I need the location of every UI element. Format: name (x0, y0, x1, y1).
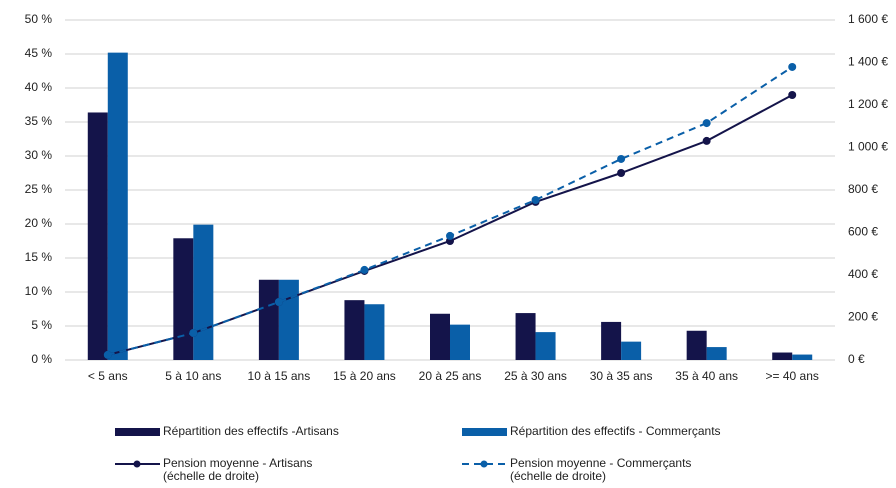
bar (772, 352, 793, 360)
line-marker (446, 231, 454, 240)
x-tick-label: 25 à 30 ans (504, 369, 567, 383)
line-marker (103, 350, 112, 359)
bar (278, 279, 299, 360)
x-tick-label: 15 à 20 ans (333, 369, 396, 383)
x-tick-label: < 5 ans (88, 369, 128, 383)
bar (193, 224, 214, 360)
bar (173, 238, 194, 360)
bar (621, 341, 642, 360)
y-tick-label: 45 % (25, 46, 53, 60)
x-tick-label: >= 40 ans (766, 369, 819, 383)
legend-swatch (115, 428, 160, 436)
line-marker (788, 91, 797, 100)
y2-tick-label: 600 € (848, 225, 878, 239)
y-tick-label: 40 % (25, 80, 53, 94)
x-tick-label: 30 à 35 ans (590, 369, 653, 383)
bar (686, 330, 707, 360)
bar (601, 321, 622, 360)
line-marker (702, 136, 711, 145)
bar (515, 313, 536, 360)
y2-tick-label: 800 € (848, 182, 878, 196)
legend-swatch (462, 428, 507, 436)
y-tick-label: 20 % (25, 216, 53, 230)
y2-tick-label: 1 200 € (848, 97, 888, 111)
bar (344, 300, 365, 360)
y-tick-label: 50 % (25, 12, 53, 26)
line-marker (617, 169, 626, 177)
y2-tick-label: 200 € (848, 310, 878, 324)
y-tick-label: 5 % (31, 318, 52, 332)
bar (450, 324, 470, 360)
x-tick-label: 10 à 15 ans (248, 369, 311, 383)
line-marker (617, 154, 626, 163)
y2-tick-label: 1 600 € (848, 12, 888, 26)
bar (792, 354, 813, 360)
line-marker (531, 195, 540, 204)
bar (535, 332, 556, 360)
legend-label: Répartition des effectifs -Artisans (163, 424, 339, 438)
bar (706, 347, 727, 360)
y2-tick-label: 1 000 € (848, 140, 888, 154)
legend-marker (133, 460, 141, 468)
y2-tick-label: 1 400 € (848, 55, 888, 69)
x-tick-label: 35 à 40 ans (675, 369, 738, 383)
x-tick-label: 20 à 25 ans (419, 369, 482, 383)
y-tick-label: 10 % (25, 284, 53, 298)
bar (87, 112, 108, 360)
y-tick-label: 25 % (25, 182, 53, 196)
y2-tick-label: 0 € (848, 352, 865, 366)
bar (364, 304, 385, 360)
y-tick-label: 15 % (25, 250, 53, 264)
line-marker (360, 265, 369, 274)
bar (107, 52, 128, 360)
legend-label: Pension moyenne - Commerçants (échelle d… (510, 456, 692, 483)
legend-marker (480, 460, 488, 468)
line-marker (702, 119, 711, 128)
line-marker (189, 329, 198, 338)
legend-label: Répartition des effectifs - Commerçants (510, 424, 721, 438)
legend-label: Pension moyenne - Artisans (échelle de d… (163, 456, 313, 483)
bar (430, 313, 450, 360)
y-tick-label: 30 % (25, 148, 53, 162)
y-tick-label: 35 % (25, 114, 53, 128)
y-tick-label: 0 % (31, 352, 52, 366)
bar (258, 279, 279, 360)
y2-tick-label: 400 € (848, 267, 878, 281)
x-tick-label: 5 à 10 ans (165, 369, 221, 383)
line-marker (274, 297, 283, 306)
line-marker (788, 62, 797, 71)
